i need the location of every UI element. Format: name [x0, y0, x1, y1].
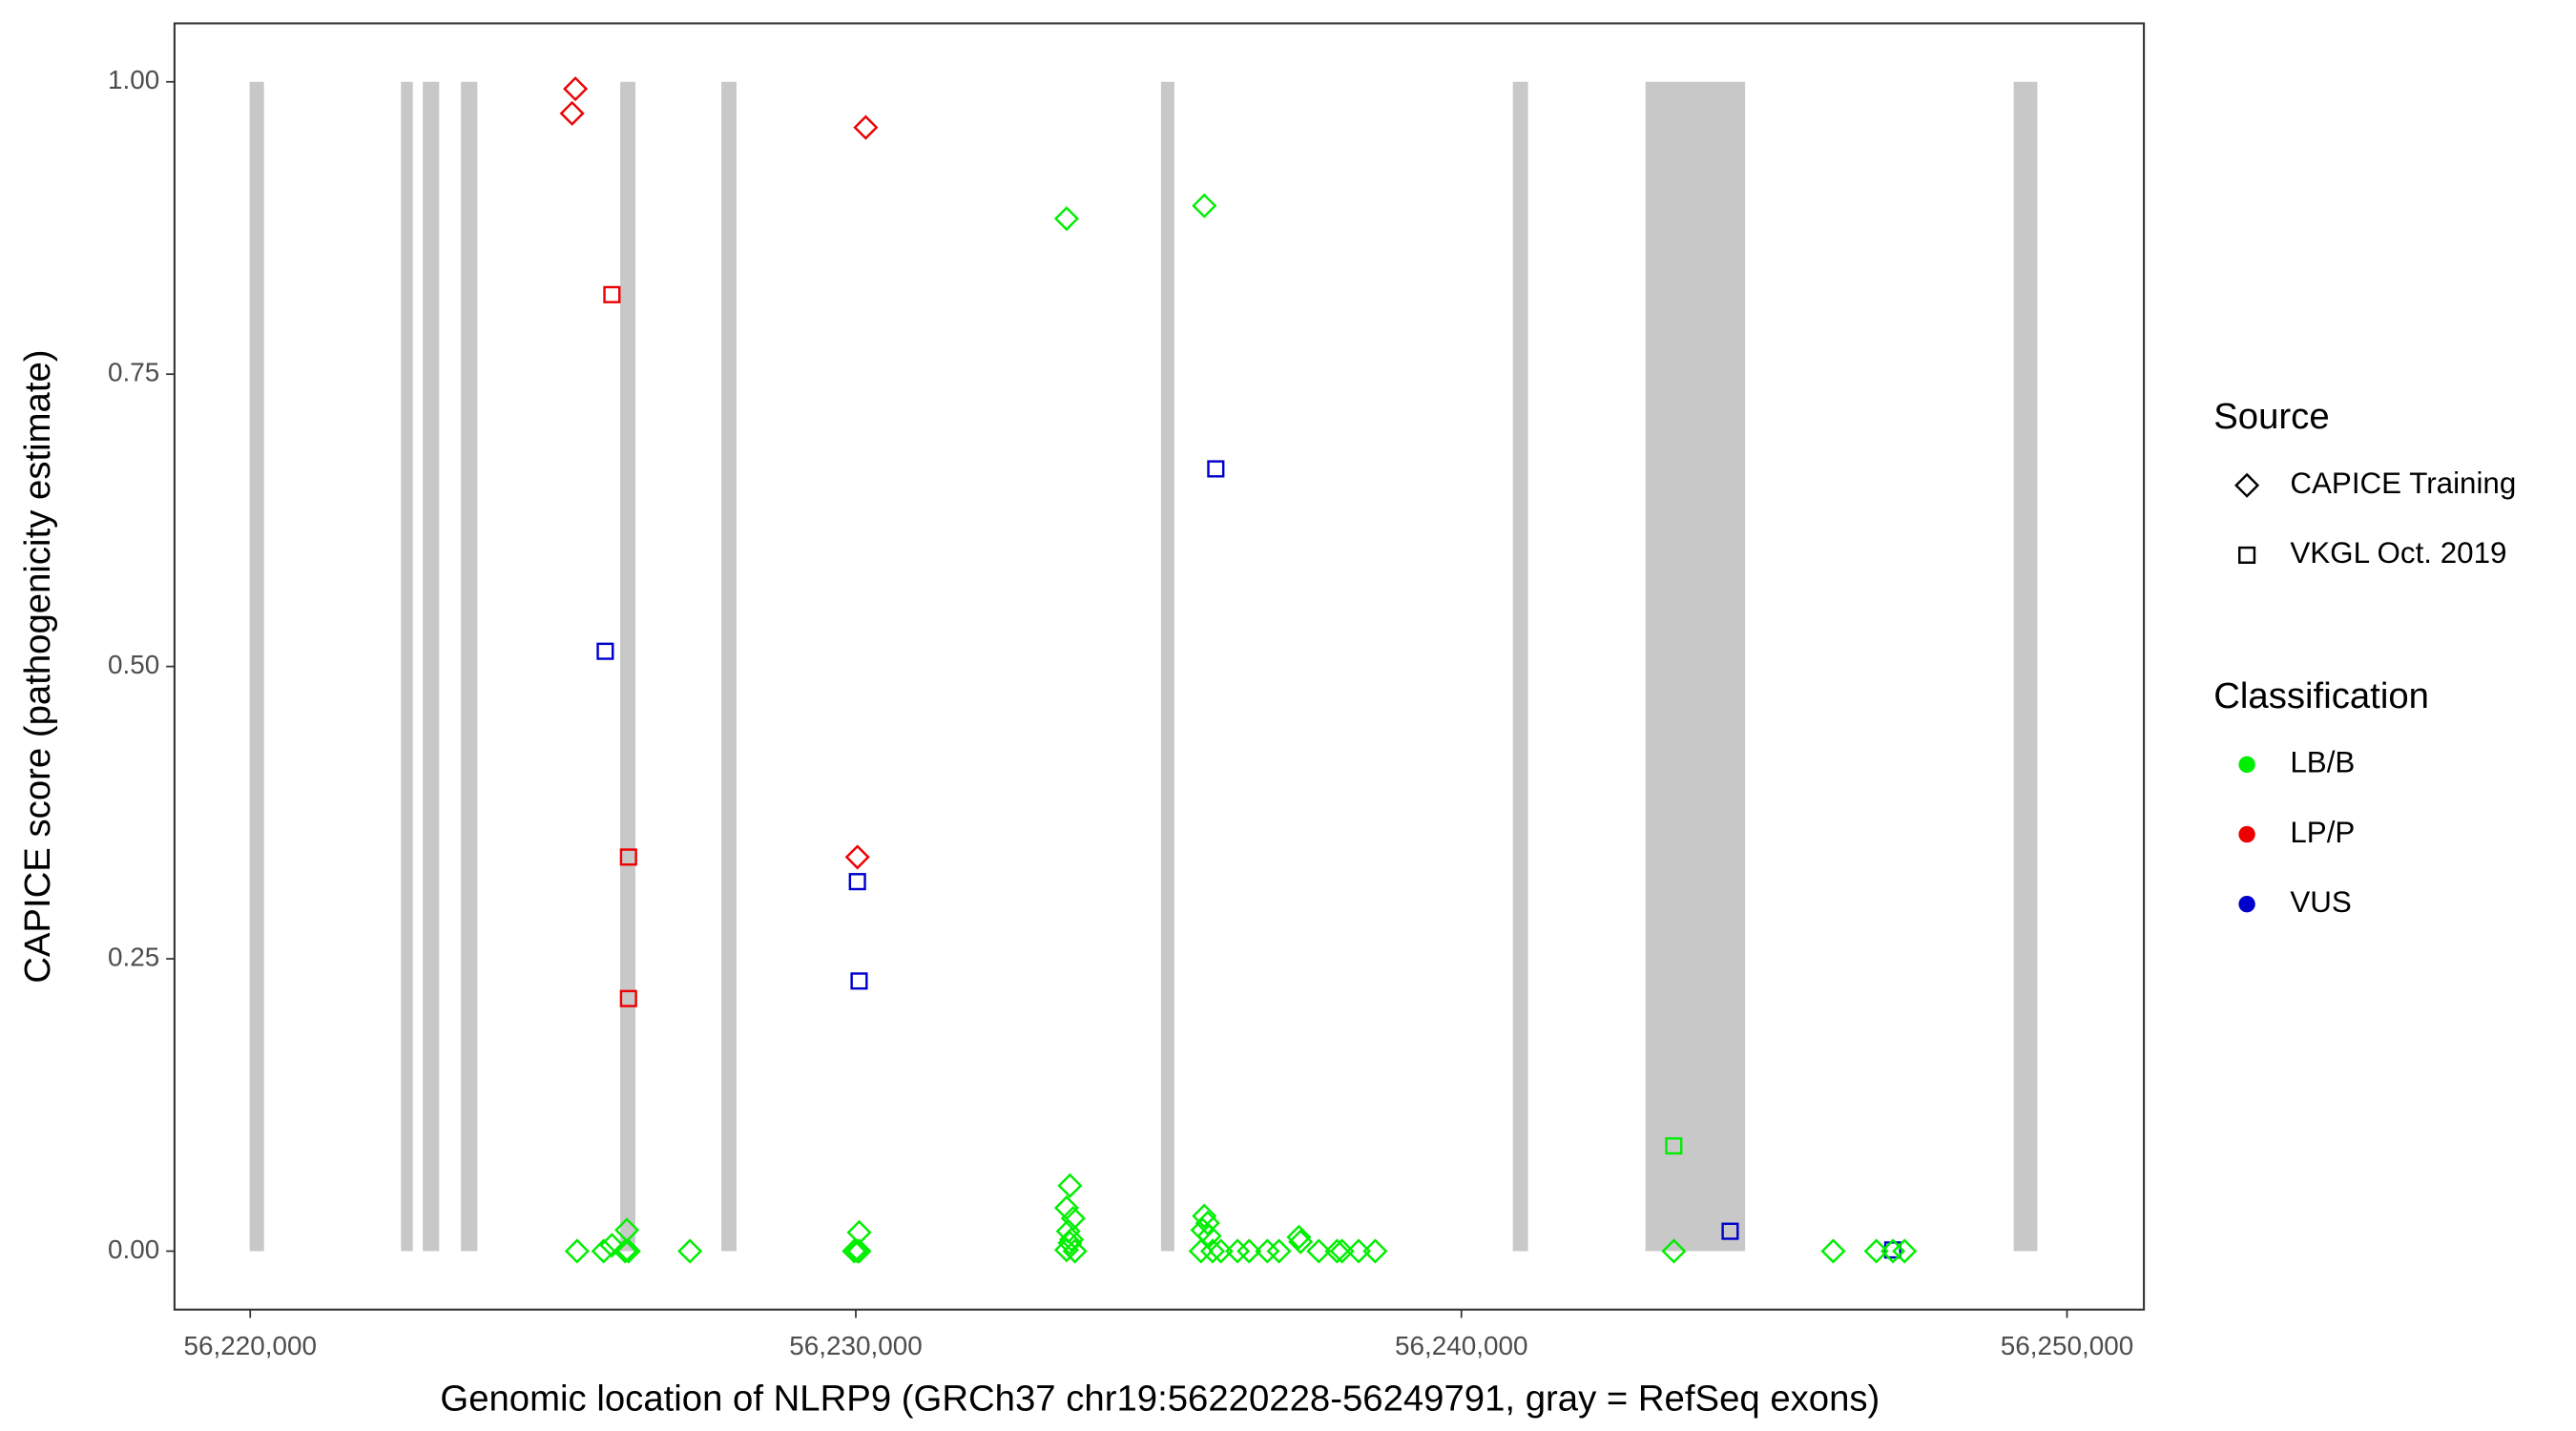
- point: [1208, 1238, 1234, 1264]
- point: [1721, 1222, 1739, 1240]
- exon: [620, 81, 635, 1252]
- x-axis-title: Genomic location of NLRP9 (GRCh37 chr19:…: [440, 1379, 1880, 1420]
- legend-marker: [2234, 472, 2260, 498]
- exon: [423, 81, 440, 1252]
- point: [1057, 1230, 1083, 1255]
- point: [1053, 1195, 1079, 1221]
- point: [1892, 1238, 1918, 1264]
- point: [1880, 1238, 1906, 1264]
- point: [850, 972, 868, 990]
- legend-marker: [2238, 896, 2255, 913]
- point: [1324, 1238, 1350, 1264]
- exon: [461, 81, 478, 1252]
- point: [1665, 1137, 1683, 1155]
- point: [615, 1238, 641, 1264]
- point: [844, 844, 870, 870]
- point: [591, 1238, 616, 1264]
- point: [619, 848, 637, 866]
- x-tick-label: 56,230,000: [789, 1331, 922, 1360]
- point: [1192, 193, 1217, 218]
- legend-label: CAPICE Training: [2290, 467, 2516, 500]
- legend-title: Classification: [2213, 675, 2429, 716]
- point: [1053, 206, 1079, 232]
- point: [1199, 1238, 1226, 1264]
- point: [844, 1238, 870, 1264]
- exon: [249, 81, 264, 1252]
- point: [841, 1238, 867, 1264]
- point: [1362, 1238, 1388, 1264]
- point: [614, 1217, 640, 1243]
- legend-marker: [2238, 546, 2256, 564]
- legend-label: LB/B: [2290, 746, 2355, 779]
- x-tick-label: 56,240,000: [1395, 1331, 1527, 1360]
- point: [596, 642, 614, 660]
- point: [1306, 1238, 1332, 1264]
- point: [677, 1238, 703, 1264]
- legend-label: VKGL Oct. 2019: [2290, 536, 2506, 570]
- point: [1266, 1238, 1292, 1264]
- y-axis-title: CAPICE score (pathogenicity estimate): [17, 349, 58, 983]
- point: [1053, 1237, 1079, 1263]
- exon: [2013, 81, 2038, 1252]
- exon: [401, 81, 413, 1252]
- point: [1286, 1224, 1312, 1250]
- point: [1225, 1238, 1251, 1264]
- legend-label: VUS: [2290, 885, 2351, 919]
- legend-marker: [2238, 825, 2255, 843]
- point: [563, 76, 589, 102]
- point: [846, 1238, 872, 1264]
- point: [1062, 1238, 1088, 1264]
- point: [846, 1219, 872, 1245]
- point: [1329, 1238, 1355, 1264]
- point: [1195, 1210, 1220, 1236]
- point: [848, 873, 866, 891]
- legend-title: Source: [2213, 396, 2329, 437]
- exon: [1160, 81, 1174, 1252]
- exon: [721, 81, 737, 1252]
- point: [853, 114, 879, 140]
- point: [1255, 1238, 1280, 1264]
- point: [613, 1238, 638, 1264]
- point: [559, 100, 585, 126]
- legend-label: LP/P: [2290, 816, 2355, 849]
- point: [564, 1238, 590, 1264]
- point: [1192, 1203, 1217, 1229]
- y-tick-label: 0.75: [108, 358, 159, 387]
- point: [599, 1233, 625, 1258]
- point: [1207, 460, 1225, 478]
- y-tick-label: 1.00: [108, 65, 159, 94]
- x-tick-label: 56,250,000: [2001, 1331, 2133, 1360]
- point: [1057, 1172, 1083, 1198]
- point: [603, 285, 621, 303]
- exon: [1645, 81, 1746, 1252]
- point: [1863, 1238, 1889, 1264]
- y-tick-label: 0.00: [108, 1234, 159, 1264]
- x-tick-label: 56,220,000: [184, 1331, 317, 1360]
- point: [1820, 1238, 1846, 1264]
- point: [1188, 1238, 1214, 1264]
- point: [619, 989, 637, 1007]
- point: [1345, 1238, 1372, 1264]
- exon: [1512, 81, 1528, 1252]
- legend-marker: [2238, 756, 2255, 774]
- point: [1661, 1238, 1687, 1264]
- point: [1236, 1238, 1262, 1264]
- plot-border: [173, 22, 2146, 1311]
- point: [1288, 1229, 1314, 1255]
- point: [1059, 1227, 1085, 1253]
- y-tick-label: 0.50: [108, 650, 159, 679]
- y-tick-label: 0.25: [108, 942, 159, 971]
- point: [1196, 1223, 1222, 1249]
